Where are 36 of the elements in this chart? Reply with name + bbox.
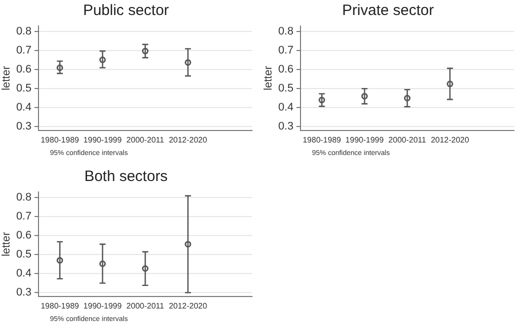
x-tick-label: 2012-2020: [168, 301, 208, 310]
x-tick-label: 2012-2020: [430, 135, 470, 144]
y-axis-title: letter: [262, 66, 275, 90]
y-tick-label: 0.4: [16, 268, 32, 280]
y-tick-label: 0.7: [278, 44, 294, 57]
x-tick-label: 2000-2011: [126, 135, 165, 144]
chart-title: Private sector: [342, 2, 434, 20]
y-tick-label: 0.5: [16, 82, 32, 95]
y-axis-title: letter: [0, 232, 13, 256]
x-tick-label: 1990-1999: [83, 135, 122, 144]
y-tick-label: 0.4: [278, 102, 294, 114]
x-tick-label: 1990-1999: [345, 135, 384, 144]
x-tick-label: 1980-1989: [40, 135, 80, 144]
chart-title: Both sectors: [84, 168, 168, 186]
y-tick-label: 0.3: [278, 120, 294, 133]
x-tick-label: 2000-2011: [126, 301, 165, 310]
y-tick-label: 0.8: [278, 26, 294, 38]
y-tick-label: 0.7: [16, 210, 32, 223]
y-tick-label: 0.6: [16, 230, 32, 242]
y-tick-label: 0.3: [16, 120, 32, 133]
x-tick-label: 1990-1999: [83, 301, 122, 310]
y-tick-label: 0.7: [16, 44, 32, 57]
y-tick-label: 0.6: [278, 64, 294, 76]
x-tick-label: 2000-2011: [388, 135, 427, 144]
y-tick-label: 0.5: [16, 248, 32, 261]
y-tick-label: 0.6: [16, 64, 32, 76]
x-tick-label: 2012-2020: [168, 135, 208, 144]
chart-title: Public sector: [83, 2, 169, 20]
x-tick-label: 1980-1989: [40, 301, 80, 310]
y-tick-label: 0.5: [278, 82, 294, 95]
y-tick-label: 0.4: [16, 102, 32, 114]
y-axis-title: letter: [0, 66, 13, 90]
y-tick-label: 0.3: [16, 286, 32, 299]
y-tick-label: 0.8: [16, 192, 32, 204]
x-tick-label: 1980-1989: [302, 135, 342, 144]
y-tick-label: 0.8: [16, 26, 32, 38]
